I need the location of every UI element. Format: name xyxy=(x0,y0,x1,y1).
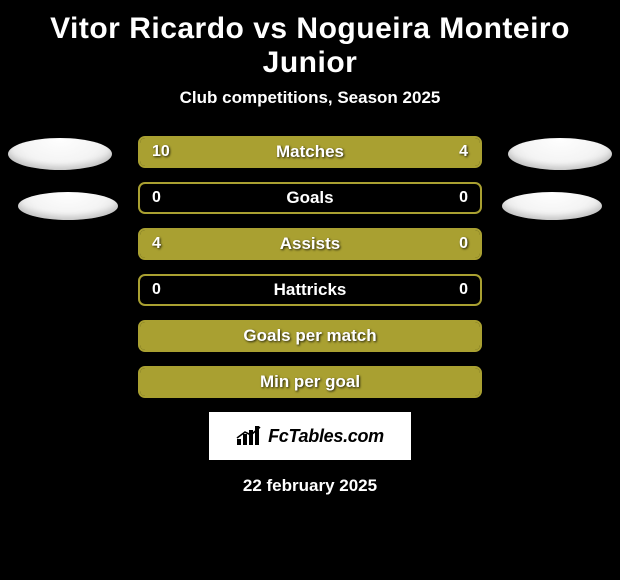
stat-row: 00Goals xyxy=(138,182,482,214)
stat-label: Goals per match xyxy=(140,322,480,350)
stat-row: Min per goal xyxy=(138,366,482,398)
stat-label: Matches xyxy=(140,138,480,166)
stat-row: Goals per match xyxy=(138,320,482,352)
page-title: Vitor Ricardo vs Nogueira Monteiro Junio… xyxy=(0,8,620,88)
stat-label: Goals xyxy=(140,184,480,212)
bars-icon xyxy=(236,425,262,447)
player-left-avatar-shadow xyxy=(18,192,118,220)
player-left-avatar-placeholder xyxy=(8,138,112,170)
subtitle: Club competitions, Season 2025 xyxy=(0,88,620,108)
stat-label: Hattricks xyxy=(140,276,480,304)
stat-label: Assists xyxy=(140,230,480,258)
stat-row: 104Matches xyxy=(138,136,482,168)
branding-text: FcTables.com xyxy=(268,426,384,447)
player-right-avatar-shadow xyxy=(502,192,602,220)
player-right-avatar-placeholder xyxy=(508,138,612,170)
stats-area: 104Matches 00Goals 40Assists 00Hattricks Goa… xyxy=(0,136,620,398)
stat-row: 00Hattricks xyxy=(138,274,482,306)
stat-row: 40Assists xyxy=(138,228,482,260)
date-text: 22 february 2025 xyxy=(0,476,620,496)
bars-list: 104Matches 00Goals 40Assists 00Hattricks Goa… xyxy=(0,136,620,398)
stat-label: Min per goal xyxy=(140,368,480,396)
comparison-widget: Vitor Ricardo vs Nogueira Monteiro Junio… xyxy=(0,0,620,496)
branding-badge: FcTables.com xyxy=(209,412,411,460)
